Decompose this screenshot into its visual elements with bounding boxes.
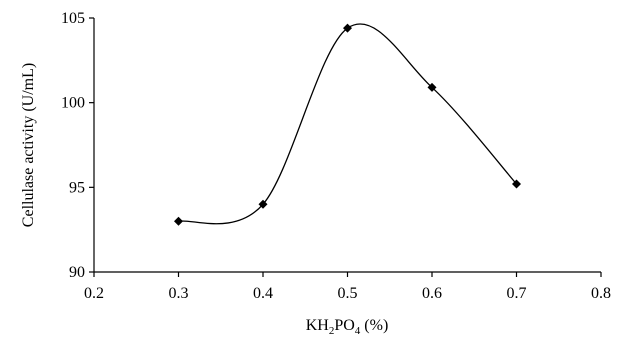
y-tick-label: 90 [69,264,85,281]
x-tick-label: 0.8 [591,285,611,302]
data-point-marker [343,23,352,33]
ticks [89,17,602,277]
x-axis-title-part: (%) [360,317,388,334]
y-tick-label: 105 [61,10,85,27]
data-point-marker [512,179,521,189]
y-axis-title: Cellulase activity (U/mL) [20,63,37,227]
x-axis-title-part: KH [306,317,330,334]
x-axis-title-part: PO [334,317,354,334]
axes [93,18,601,273]
x-axis-title-sub: 4 [355,325,361,337]
x-tick-label: 0.3 [169,285,189,302]
data-point-marker [427,82,437,92]
markers [174,23,521,226]
x-tick-label: 0.5 [338,285,358,302]
series-curve [178,23,517,225]
tick-labels: 0.2 0.3 0.4 0.5 0.6 0.7 0.8 90 95 100 105 [61,10,611,302]
x-tick-label: 0.2 [84,285,104,302]
y-tick-label: 95 [69,179,85,196]
x-axis-title: KH2PO4 (%) [306,317,389,337]
data-point-marker [258,199,268,209]
x-axis-title-sub: 2 [329,325,335,337]
x-tick-label: 0.7 [507,285,527,302]
x-tick-label: 0.4 [253,285,273,302]
y-tick-label: 100 [61,95,85,112]
x-tick-label: 0.6 [422,285,442,302]
data-point-marker [174,216,183,226]
